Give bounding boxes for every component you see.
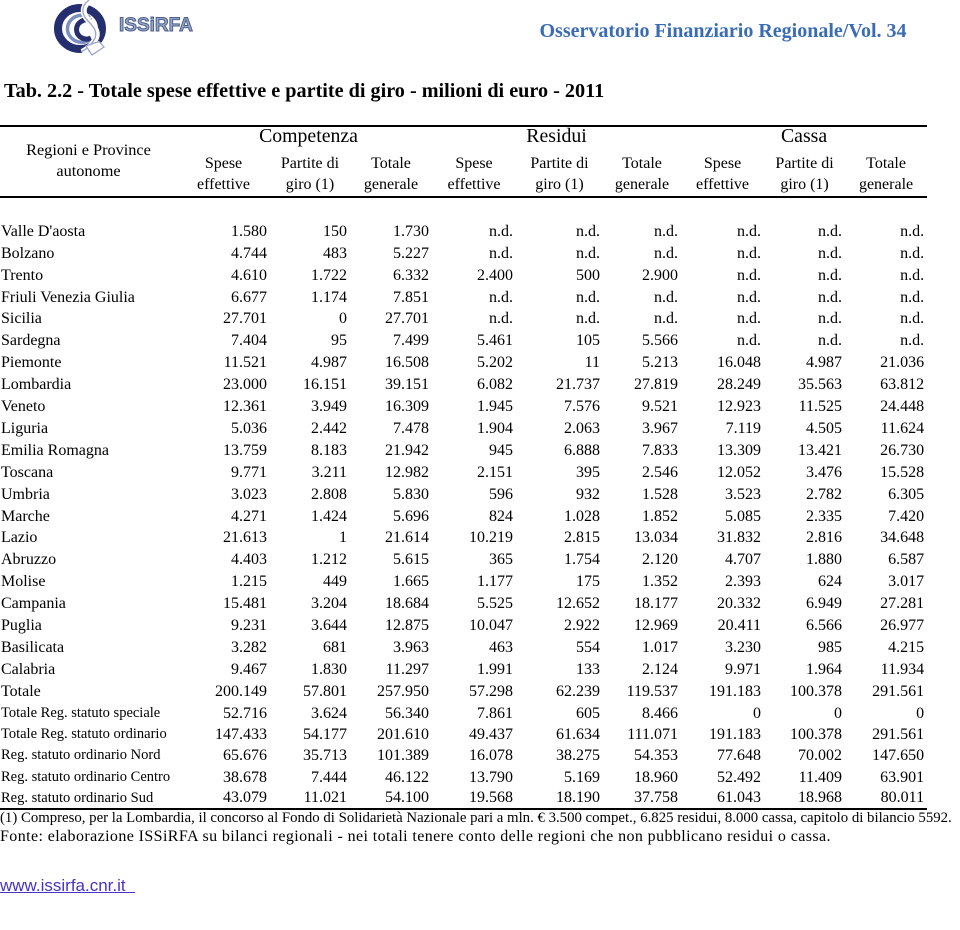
svg-text:ISSiRFA: ISSiRFA <box>119 15 193 36</box>
